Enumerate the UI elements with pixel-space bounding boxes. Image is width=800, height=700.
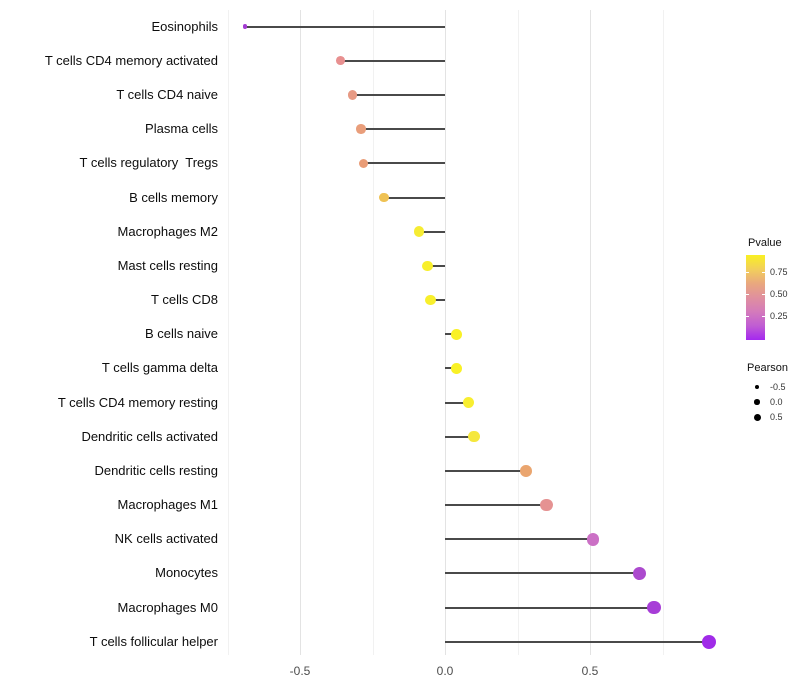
lollipop-stick [340, 59, 445, 62]
pearson-legend-label: 0.0 [770, 397, 783, 407]
colorbar-tick-label: 0.75 [770, 267, 788, 277]
gridline-minor [372, 10, 374, 655]
pearson-legend-dot [754, 399, 760, 405]
gridline-major [445, 10, 446, 655]
lollipop-stick [445, 572, 640, 575]
lollipop-stick [445, 538, 593, 541]
lollipop-stick [445, 435, 474, 438]
pvalue-colorbar [746, 255, 765, 340]
colorbar-tick-mark [746, 272, 749, 273]
category-label: Monocytes [155, 565, 218, 581]
gridline-major [590, 10, 591, 655]
lollipop-dot [451, 363, 462, 374]
x-tick-label: 0.5 [581, 664, 599, 678]
category-label: Plasma cells [145, 121, 218, 137]
x-tick-label: 0.0 [436, 664, 454, 678]
lollipop-dot [422, 260, 433, 272]
lollipop-dot [632, 566, 646, 581]
lollipop-dot [540, 499, 553, 512]
category-label: T cells CD8 [151, 292, 218, 308]
lollipop-stick [352, 93, 445, 96]
category-label: T cells CD4 memory resting [57, 394, 218, 410]
category-label: Mast cells resting [117, 257, 218, 273]
lollipop-stick [445, 333, 457, 336]
category-label: Macrophages M0 [117, 599, 218, 615]
category-label: T cells CD4 naive [116, 86, 218, 102]
category-label: Macrophages M1 [117, 497, 218, 513]
category-label: T cells follicular helper [89, 633, 218, 649]
category-label: T cells gamma delta [101, 360, 218, 376]
lollipop-dot [647, 600, 661, 615]
category-label: NK cells activated [114, 531, 218, 547]
lollipop-dot [586, 533, 600, 546]
lollipop-stick [445, 640, 709, 643]
gridline-minor [227, 10, 229, 655]
x-tick-label: -0.5 [289, 664, 311, 678]
lollipop-dot [347, 90, 357, 100]
lollipop-dot [336, 56, 345, 66]
pearson-legend-dot [753, 413, 761, 421]
lollipop-stick [244, 25, 445, 28]
lollipop-dot [356, 124, 366, 134]
lollipop-stick [363, 162, 445, 165]
lollipop-dot [701, 634, 717, 650]
category-label: Eosinophils [151, 18, 219, 34]
pvalue-legend-title: Pvalue [748, 237, 782, 249]
lollipop-dot [520, 465, 533, 477]
category-label: T cells CD4 memory activated [44, 52, 218, 68]
category-label: Dendritic cells activated [81, 428, 218, 444]
lollipop-dot [242, 24, 248, 29]
lollipop-stick [418, 230, 445, 233]
lollipop-dot [379, 192, 389, 203]
colorbar-tick-mark [762, 316, 765, 317]
category-label: B cells memory [129, 189, 218, 205]
lollipop-dot [413, 226, 425, 237]
category-label: B cells naive [145, 326, 218, 342]
gridline-minor [517, 10, 519, 655]
lollipop-dot [359, 158, 369, 168]
category-label: T cells regulatory Tregs [79, 155, 218, 171]
lollipop-stick [360, 128, 445, 131]
pearson-legend-label: 0.5 [770, 412, 783, 422]
colorbar-tick-label: 0.50 [770, 289, 788, 299]
lollipop-stick [427, 264, 445, 267]
lollipop-stick [445, 504, 547, 507]
pearson-legend-label: -0.5 [770, 382, 786, 392]
colorbar-tick-mark [762, 294, 765, 295]
gridline-minor [662, 10, 664, 655]
lollipop-stick [445, 367, 457, 370]
lollipop-dot [462, 397, 474, 409]
lollipop-dot [451, 328, 462, 340]
lollipop-dot [425, 294, 436, 306]
colorbar-tick-mark [746, 294, 749, 295]
category-label: Macrophages M2 [117, 223, 218, 239]
category-label: Dendritic cells resting [94, 462, 218, 478]
pearson-legend-dot [755, 385, 759, 389]
pearson-legend-title: Pearson [747, 362, 788, 374]
lollipop-stick [445, 401, 469, 404]
colorbar-tick-mark [762, 272, 765, 273]
lollipop-stick [445, 469, 527, 472]
lollipop-stick [430, 299, 445, 302]
lollipop-stick [384, 196, 445, 199]
gridline-major [300, 10, 301, 655]
colorbar-tick-mark [746, 316, 749, 317]
lollipop-stick [445, 606, 654, 609]
lollipop-dot [468, 431, 480, 443]
colorbar-tick-label: 0.25 [770, 311, 788, 321]
